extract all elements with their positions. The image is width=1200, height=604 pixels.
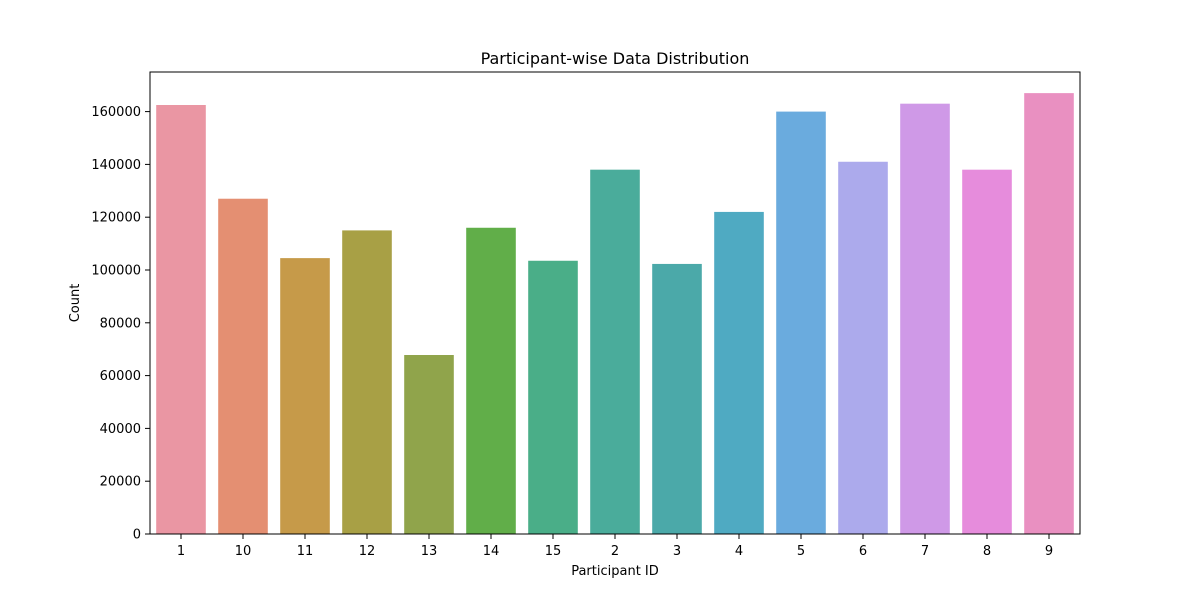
- bar-15: [528, 260, 578, 534]
- bar-12: [342, 230, 392, 534]
- y-tick-label: 100000: [91, 264, 141, 279]
- bar-5: [776, 111, 826, 534]
- bars-group: [156, 93, 1074, 535]
- x-axis-title: Participant ID: [571, 564, 659, 579]
- bar-3: [652, 263, 702, 534]
- bar-10: [218, 198, 268, 534]
- x-tick-label: 11: [297, 544, 314, 559]
- x-tick-label: 3: [673, 544, 681, 559]
- y-tick-label: 80000: [100, 316, 141, 331]
- bar-8: [962, 169, 1012, 534]
- x-tick-label: 2: [611, 544, 619, 559]
- y-tick-label: 0: [133, 528, 141, 543]
- y-tick-label: 160000: [91, 105, 141, 120]
- y-tick-label: 120000: [91, 211, 141, 226]
- x-tick-label: 15: [545, 544, 562, 559]
- x-axis: 1 10 11 12 13 14 15 2 3 4 5 6 7 8 9: [177, 534, 1053, 559]
- bar-9: [1024, 93, 1074, 535]
- y-tick-label: 140000: [91, 158, 141, 173]
- x-tick-label: 4: [735, 544, 743, 559]
- x-tick-label: 5: [797, 544, 805, 559]
- y-axis-title: Count: [68, 284, 83, 323]
- x-tick-label: 12: [359, 544, 376, 559]
- y-tick-label: 20000: [100, 475, 141, 490]
- bar-11: [280, 258, 330, 534]
- plot-frame: [149, 71, 1081, 535]
- x-tick-label: 8: [983, 544, 991, 559]
- bar-14: [466, 227, 516, 534]
- x-tick-label: 7: [921, 544, 929, 559]
- x-tick-label: 6: [859, 544, 867, 559]
- y-tick-label: 40000: [100, 422, 141, 437]
- x-tick-label: 1: [177, 544, 185, 559]
- bar-1: [156, 105, 206, 534]
- bar-6: [838, 161, 888, 534]
- y-tick-label: 60000: [100, 369, 141, 384]
- x-tick-label: 9: [1045, 544, 1053, 559]
- x-tick-label: 10: [235, 544, 252, 559]
- x-tick-label: 14: [483, 544, 500, 559]
- y-axis: 0 20000 40000 60000 80000 100000 120000 140000 1…: [91, 105, 150, 543]
- bar-4: [714, 211, 764, 535]
- x-tick-label: 13: [421, 544, 438, 559]
- bar-2: [590, 169, 640, 534]
- bar-13: [404, 355, 454, 534]
- bar-7: [900, 103, 950, 535]
- chart-title: Participant-wise Data Distribution: [481, 49, 750, 68]
